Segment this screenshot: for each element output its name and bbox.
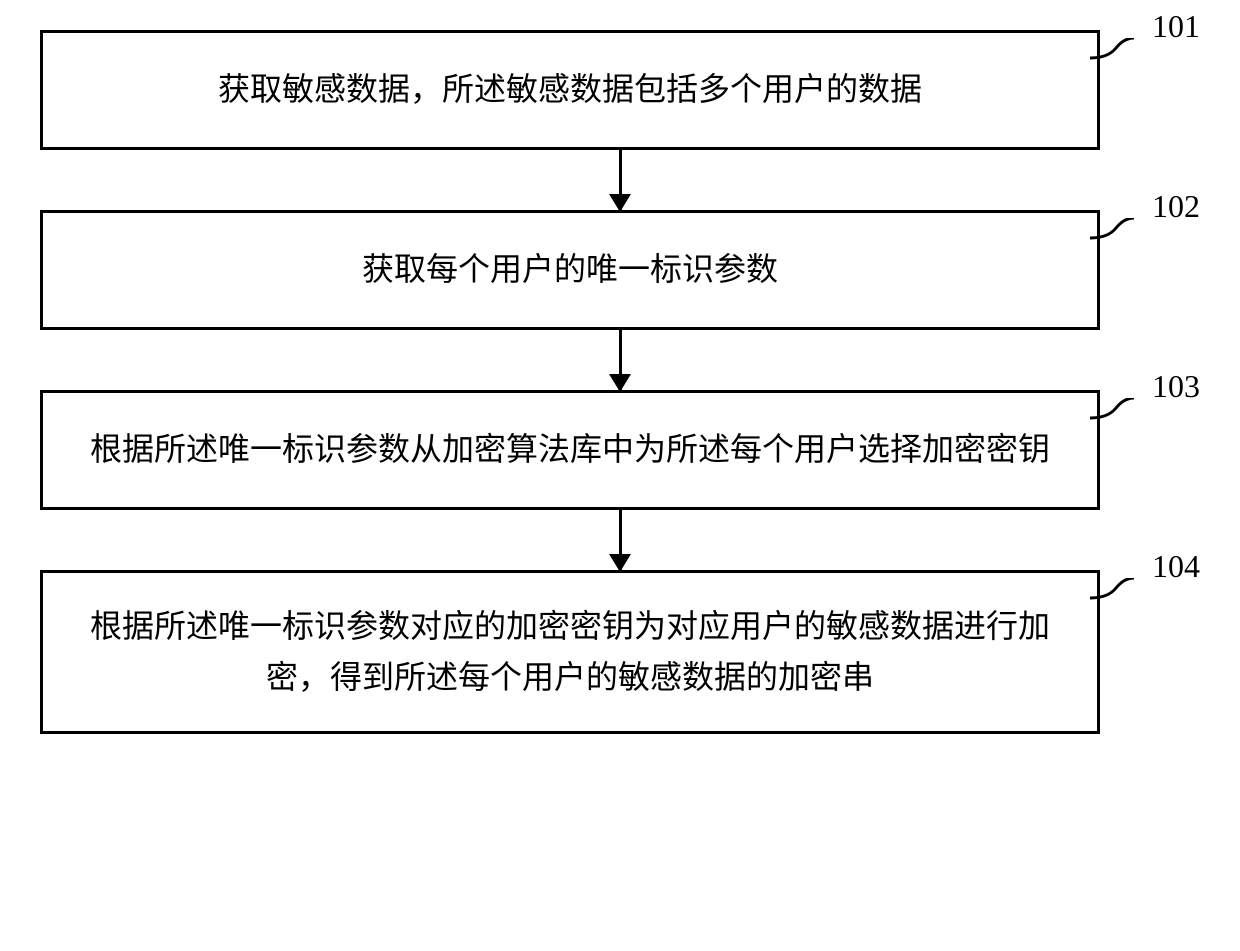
step-text-1: 获取敏感数据，所述敏感数据包括多个用户的数据 — [218, 64, 922, 115]
arrow-2 — [619, 330, 622, 390]
arrow-1 — [619, 150, 622, 210]
arrow-container-2 — [90, 330, 1150, 390]
label-connector-2 — [1090, 218, 1134, 240]
step-row-2: 获取每个用户的唯一标识参数 102 — [40, 210, 1200, 330]
step-label-3: 103 — [1152, 368, 1200, 405]
step-text-4: 根据所述唯一标识参数对应的加密密钥为对应用户的敏感数据进行加密，得到所述每个用户… — [67, 601, 1073, 703]
step-row-1: 获取敏感数据，所述敏感数据包括多个用户的数据 101 — [40, 30, 1200, 150]
step-box-1: 获取敏感数据，所述敏感数据包括多个用户的数据 — [40, 30, 1100, 150]
step-label-2: 102 — [1152, 188, 1200, 225]
step-row-4: 根据所述唯一标识参数对应的加密密钥为对应用户的敏感数据进行加密，得到所述每个用户… — [40, 570, 1200, 734]
step-box-2: 获取每个用户的唯一标识参数 — [40, 210, 1100, 330]
step-row-3: 根据所述唯一标识参数从加密算法库中为所述每个用户选择加密密钥 103 — [40, 390, 1200, 510]
step-box-4: 根据所述唯一标识参数对应的加密密钥为对应用户的敏感数据进行加密，得到所述每个用户… — [40, 570, 1100, 734]
arrow-3 — [619, 510, 622, 570]
arrow-container-1 — [90, 150, 1150, 210]
arrow-container-3 — [90, 510, 1150, 570]
label-connector-1 — [1090, 38, 1134, 60]
step-box-3: 根据所述唯一标识参数从加密算法库中为所述每个用户选择加密密钥 — [40, 390, 1100, 510]
step-label-1: 101 — [1152, 8, 1200, 45]
flowchart-container: 获取敏感数据，所述敏感数据包括多个用户的数据 101 获取每个用户的唯一标识参数… — [40, 30, 1200, 734]
label-connector-3 — [1090, 398, 1134, 420]
label-connector-4 — [1090, 578, 1134, 600]
step-text-3: 根据所述唯一标识参数从加密算法库中为所述每个用户选择加密密钥 — [90, 424, 1050, 475]
step-label-4: 104 — [1152, 548, 1200, 585]
step-text-2: 获取每个用户的唯一标识参数 — [362, 244, 778, 295]
